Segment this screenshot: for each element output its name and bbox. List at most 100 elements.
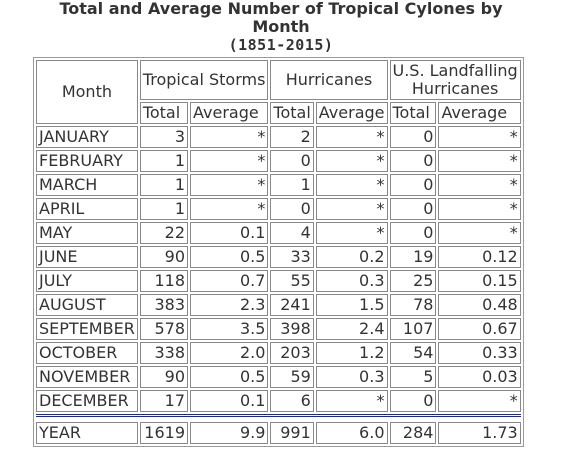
cell-h-total: 0	[270, 150, 314, 172]
page-title: Total and Average Number of Tropical Cyl…	[0, 0, 562, 54]
table-row: APRIL 1 * 0 * 0 *	[36, 198, 521, 220]
subheader-ts-average: Average	[190, 102, 269, 124]
cell-us-avg: 0.48	[438, 294, 521, 316]
cell-us-avg: 1.73	[438, 422, 521, 444]
cell-ts-avg: *	[190, 174, 269, 196]
subheader-us-total: Total	[389, 102, 437, 124]
table-row: FEBRUARY 1 * 0 * 0 *	[36, 150, 521, 172]
table-row: JANUARY 3 * 2 * 0 *	[36, 126, 521, 148]
year-total-row: YEAR 1619 9.9 991 6.0 284 1.73	[36, 422, 521, 444]
cell-h-total: 2	[270, 126, 314, 148]
cell-ts-total: 118	[139, 270, 188, 292]
table-row: DECEMBER 17 0.1 6 * 0 *	[36, 390, 521, 412]
cell-month: FEBRUARY	[36, 150, 138, 172]
title-date-range: (1851-2015)	[228, 36, 334, 54]
cell-h-avg: 1.2	[315, 342, 388, 364]
cell-month: DECEMBER	[36, 390, 138, 412]
cell-month: YEAR	[36, 422, 138, 444]
cell-h-total: 991	[270, 422, 314, 444]
cell-month: NOVEMBER	[36, 366, 138, 388]
cell-ts-avg: *	[190, 150, 269, 172]
cell-us-total: 284	[389, 422, 437, 444]
header-tropical-storms: Tropical Storms	[139, 60, 269, 100]
cell-h-total: 4	[270, 222, 314, 244]
cell-us-avg: 0.33	[438, 342, 521, 364]
header-us-landfalling-line1: U.S. Landfalling	[392, 61, 518, 80]
cell-h-avg: *	[315, 390, 388, 412]
cell-ts-avg: 9.9	[190, 422, 269, 444]
cell-h-avg: 0.3	[315, 366, 388, 388]
cell-ts-avg: 2.0	[190, 342, 269, 364]
cell-us-avg: 0.67	[438, 318, 521, 340]
cell-us-total: 0	[389, 390, 437, 412]
cell-ts-avg: 2.3	[190, 294, 269, 316]
cell-month: AUGUST	[36, 294, 138, 316]
cell-us-avg: 0.03	[438, 366, 521, 388]
cell-us-avg: *	[438, 198, 521, 220]
cell-h-avg: *	[315, 174, 388, 196]
cell-us-avg: *	[438, 126, 521, 148]
cell-h-avg: *	[315, 222, 388, 244]
cell-ts-total: 383	[139, 294, 188, 316]
cell-h-avg: 0.3	[315, 270, 388, 292]
cell-h-avg: 0.2	[315, 246, 388, 268]
header-hurricanes: Hurricanes	[270, 60, 388, 100]
cell-month: JANUARY	[36, 126, 138, 148]
cell-h-total: 203	[270, 342, 314, 364]
cell-us-avg: *	[438, 390, 521, 412]
cell-ts-total: 90	[139, 246, 188, 268]
cell-us-total: 54	[389, 342, 437, 364]
cell-ts-avg: 0.1	[190, 390, 269, 412]
subheader-h-average: Average	[315, 102, 388, 124]
cell-ts-avg: 0.7	[190, 270, 269, 292]
table-row: JULY 118 0.7 55 0.3 25 0.15	[36, 270, 521, 292]
table-row: AUGUST 383 2.3 241 1.5 78 0.48	[36, 294, 521, 316]
header-row-sub: Total Average Total Average Total Averag…	[36, 102, 521, 124]
cell-us-total: 0	[389, 198, 437, 220]
cell-us-avg: 0.12	[438, 246, 521, 268]
cell-ts-avg: 0.1	[190, 222, 269, 244]
table-row: OCTOBER 338 2.0 203 1.2 54 0.33	[36, 342, 521, 364]
cell-us-total: 0	[389, 222, 437, 244]
header-row-groups: Month Tropical Storms Hurricanes U.S. La…	[36, 60, 521, 124]
cell-h-total: 398	[270, 318, 314, 340]
cell-ts-total: 1	[139, 150, 188, 172]
table-row: NOVEMBER 90 0.5 59 0.3 5 0.03	[36, 366, 521, 388]
cell-h-avg: 6.0	[315, 422, 388, 444]
cell-month: MARCH	[36, 174, 138, 196]
cell-h-total: 1	[270, 174, 314, 196]
cell-us-total: 0	[389, 150, 437, 172]
cell-ts-total: 17	[139, 390, 188, 412]
cell-ts-total: 3	[139, 126, 188, 148]
title-line-1: Total and Average Number of Tropical Cyl…	[59, 0, 503, 18]
cell-us-avg: *	[438, 150, 521, 172]
cell-us-total: 107	[389, 318, 437, 340]
table-row: JUNE 90 0.5 33 0.2 19 0.12	[36, 246, 521, 268]
cell-h-avg: *	[315, 198, 388, 220]
cell-ts-total: 578	[139, 318, 188, 340]
cell-us-total: 0	[389, 174, 437, 196]
cell-h-avg: *	[315, 150, 388, 172]
cell-ts-total: 1	[139, 198, 188, 220]
cell-us-total: 78	[389, 294, 437, 316]
cell-h-avg: 2.4	[315, 318, 388, 340]
cell-us-avg: *	[438, 174, 521, 196]
table-row: MAY 22 0.1 4 * 0 *	[36, 222, 521, 244]
cell-month: JULY	[36, 270, 138, 292]
title-line-2: Month	[252, 17, 310, 36]
table-row: SEPTEMBER 578 3.5 398 2.4 107 0.67	[36, 318, 521, 340]
subheader-h-total: Total	[270, 102, 314, 124]
cell-ts-total: 338	[139, 342, 188, 364]
header-us-landfalling: U.S. Landfalling Hurricanes	[389, 60, 521, 100]
cell-ts-avg: 0.5	[190, 246, 269, 268]
cell-month: MAY	[36, 222, 138, 244]
cell-us-total: 5	[389, 366, 437, 388]
cell-us-total: 25	[389, 270, 437, 292]
subheader-us-average: Average	[438, 102, 521, 124]
cell-month: SEPTEMBER	[36, 318, 138, 340]
totals-separator	[36, 414, 521, 420]
header-us-landfalling-line2: Hurricanes	[411, 79, 499, 98]
cell-h-total: 59	[270, 366, 314, 388]
cell-ts-avg: *	[190, 126, 269, 148]
cell-h-avg: 1.5	[315, 294, 388, 316]
